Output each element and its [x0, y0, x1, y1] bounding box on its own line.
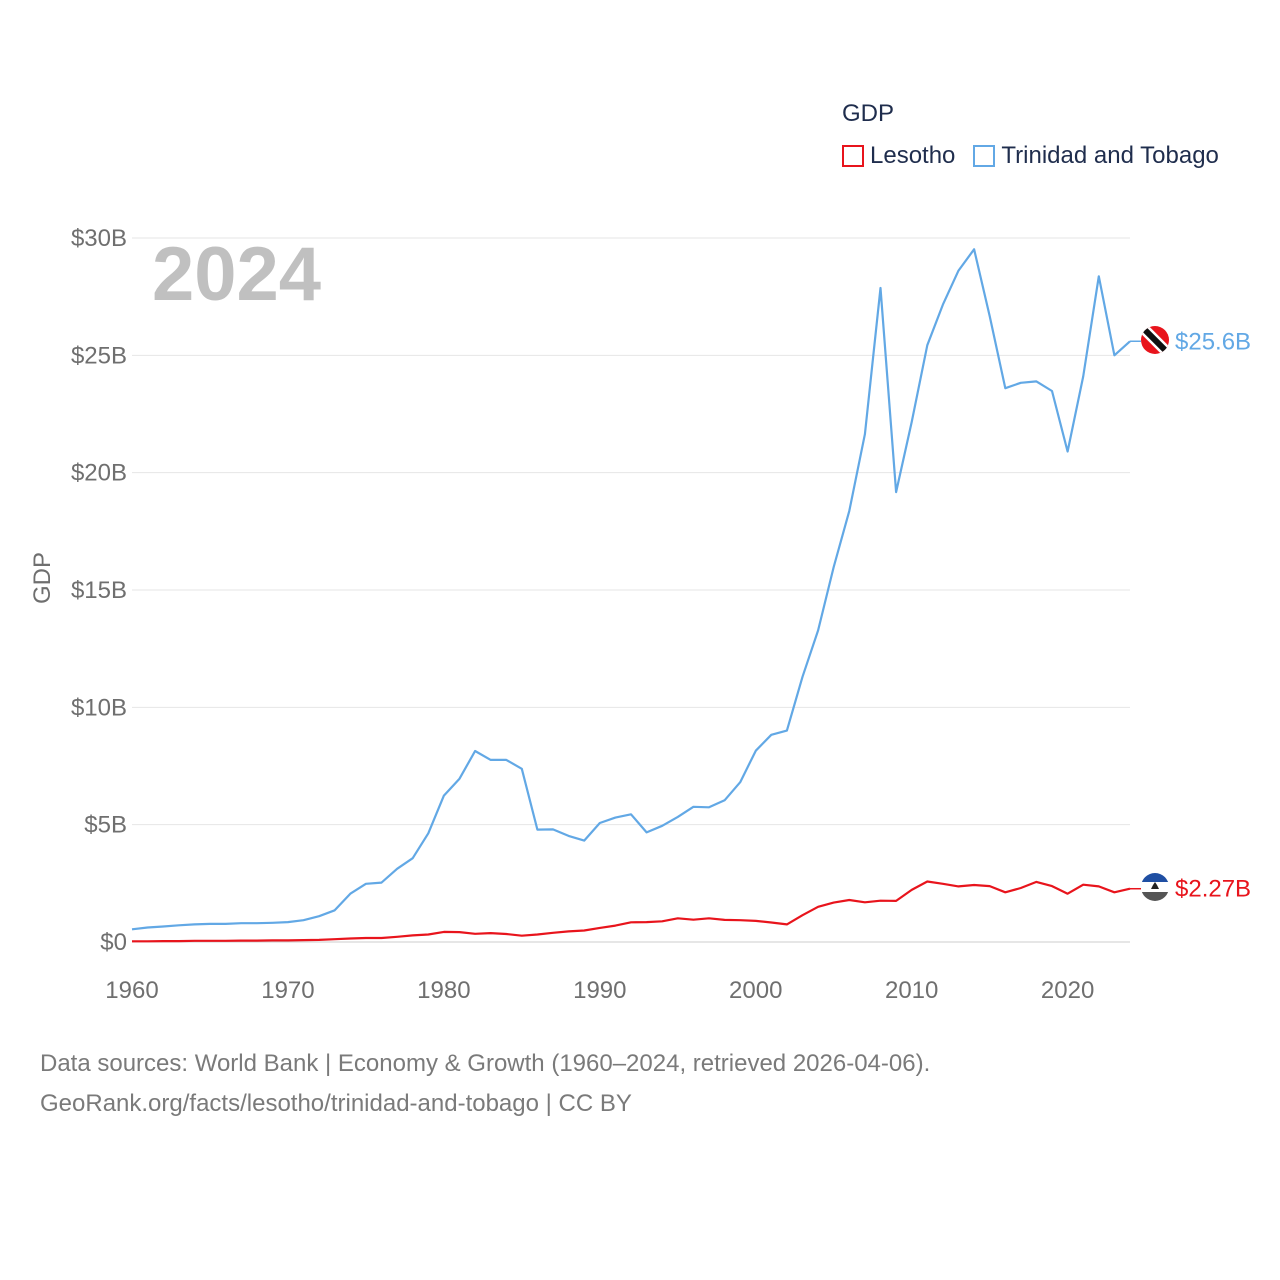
footer: Data sources: World Bank | Economy & Gro… [40, 1044, 930, 1124]
series-end-markers [1141, 326, 1169, 901]
end-value-label-lesotho: $2.27B [1175, 876, 1251, 903]
trinidad-and-tobago-flag-icon [1141, 326, 1169, 354]
x-tick-label: 1980 [417, 977, 470, 1004]
legend: Lesotho Trinidad and Tobago [842, 142, 1237, 170]
x-axis-ticks: 1960 1970 1980 1990 2000 2010 2020 [105, 977, 1094, 1004]
y-tick-label: $0 [100, 929, 127, 956]
year-watermark: 2024 [152, 232, 321, 317]
legend-item-lesotho[interactable]: Lesotho [842, 142, 955, 170]
y-tick-label: $25B [71, 342, 127, 369]
x-tick-label: 2010 [885, 977, 938, 1004]
x-tick-label: 1970 [261, 977, 314, 1004]
data-sources-text: Data sources: World Bank | Economy & Gro… [40, 1050, 931, 1077]
y-tick-label: $20B [71, 460, 127, 487]
x-tick-label: 1990 [573, 977, 626, 1004]
legend-item-trinidad-and-tobago[interactable]: Trinidad and Tobago [973, 142, 1219, 170]
y-axis-label: GDP [29, 552, 56, 604]
legend-label-lesotho: Lesotho [870, 142, 956, 169]
legend-title: GDP [842, 100, 895, 127]
x-tick-label: 1960 [105, 977, 158, 1004]
y-tick-label: $30B [71, 225, 127, 252]
y-axis-ticks: $0 $5B $10B $15B $20B $25B $30B [71, 225, 127, 956]
grid-lines [132, 237, 1130, 943]
legend-swatch-lesotho [842, 145, 864, 167]
legend-label-trinidad-and-tobago: Trinidad and Tobago [1001, 142, 1219, 169]
series-line-trinidad-and-tobago [131, 248, 1131, 931]
source-link[interactable]: GeoRank.org/facts/lesotho/trinidad-and-t… [40, 1090, 632, 1117]
lesotho-flag-icon [1141, 873, 1169, 901]
legend-swatch-trinidad-and-tobago [973, 145, 996, 167]
y-tick-label: $5B [84, 812, 127, 839]
x-tick-label: 2000 [729, 977, 782, 1004]
end-value-label-trinidad-and-tobago: $25.6B [1175, 328, 1251, 355]
x-tick-label: 2020 [1041, 977, 1094, 1004]
series-line-lesotho [132, 880, 1131, 943]
series-lines: $25.6B $2.27B [131, 248, 1251, 943]
y-tick-label: $15B [71, 577, 127, 604]
y-tick-label: $10B [71, 694, 127, 721]
